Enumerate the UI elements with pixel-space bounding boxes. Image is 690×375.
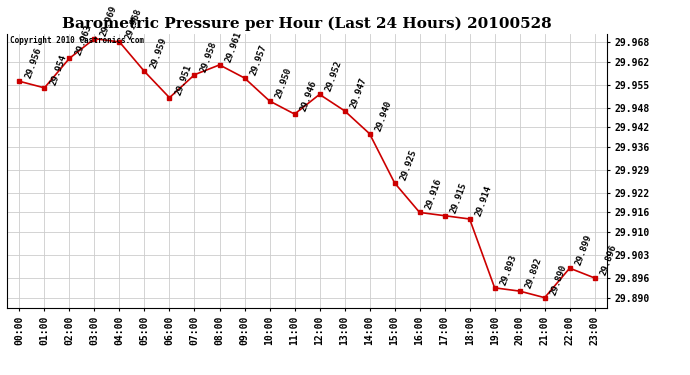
Text: 29.968: 29.968 [124,7,143,40]
Title: Barometric Pressure per Hour (Last 24 Hours) 20100528: Barometric Pressure per Hour (Last 24 Ho… [62,17,552,31]
Text: 29.961: 29.961 [224,30,243,63]
Text: 29.958: 29.958 [199,40,218,74]
Text: 29.947: 29.947 [348,76,368,109]
Text: 29.959: 29.959 [148,37,168,70]
Text: 29.954: 29.954 [48,53,68,87]
Text: 29.899: 29.899 [574,233,593,267]
Text: 29.956: 29.956 [23,46,43,80]
Text: 29.957: 29.957 [248,43,268,76]
Text: 29.890: 29.890 [549,263,569,296]
Text: 29.969: 29.969 [99,4,118,37]
Text: 29.940: 29.940 [374,99,393,132]
Text: 29.896: 29.896 [599,243,618,277]
Text: 29.892: 29.892 [524,256,543,290]
Text: Copyright 2010 Castronics.com: Copyright 2010 Castronics.com [10,36,144,45]
Text: 29.915: 29.915 [448,181,469,214]
Text: 29.952: 29.952 [324,60,343,93]
Text: 29.893: 29.893 [499,253,518,286]
Text: 29.925: 29.925 [399,148,418,182]
Text: 29.950: 29.950 [274,66,293,100]
Text: 29.946: 29.946 [299,79,318,112]
Text: 29.963: 29.963 [74,24,93,57]
Text: 29.914: 29.914 [474,184,493,218]
Text: 29.951: 29.951 [174,63,193,96]
Text: 29.916: 29.916 [424,178,443,211]
